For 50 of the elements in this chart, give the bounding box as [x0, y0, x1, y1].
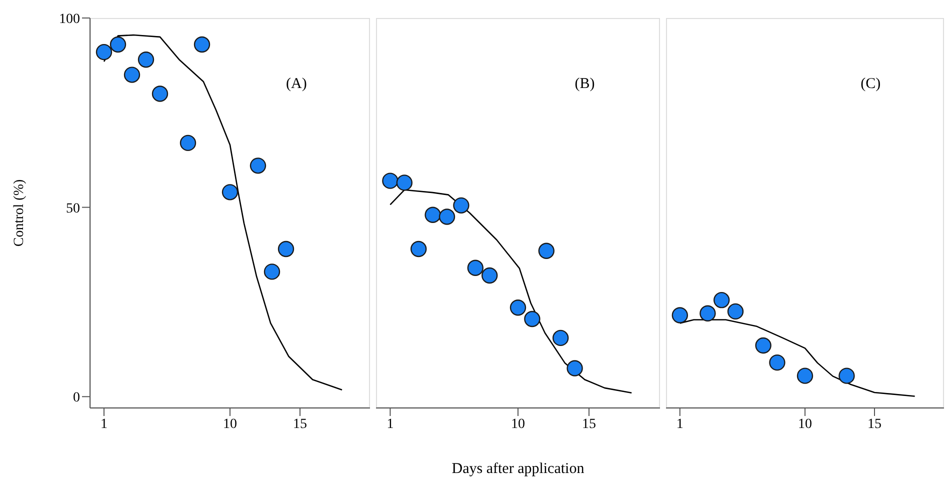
- point: [727, 303, 744, 320]
- y-tick-label: 50: [66, 201, 80, 216]
- point: [482, 267, 498, 284]
- x-tick-label: 15: [582, 416, 596, 432]
- x-tick-label: 10: [223, 416, 237, 432]
- point: [96, 44, 112, 60]
- point: [524, 310, 540, 328]
- annotation: (A): [286, 76, 307, 93]
- y-tick-label: 100: [59, 12, 80, 27]
- point: [180, 134, 196, 152]
- line-series: [103, 34, 343, 390]
- x-tick-label: 1: [676, 416, 684, 432]
- point: [138, 52, 154, 68]
- annotation: (B): [574, 76, 595, 93]
- point: [382, 172, 398, 189]
- point: [552, 330, 569, 346]
- point: [714, 292, 730, 308]
- point: [396, 174, 412, 191]
- point: [769, 354, 786, 371]
- point: [152, 86, 168, 102]
- point: [700, 305, 716, 322]
- point: [538, 242, 554, 259]
- point: [510, 300, 526, 316]
- point: [755, 337, 772, 354]
- x-tick-label: 1: [386, 416, 394, 432]
- point: [566, 360, 583, 376]
- point: [194, 36, 210, 53]
- point: [278, 240, 294, 258]
- point: [424, 206, 441, 223]
- x-tick-label: 15: [293, 416, 307, 432]
- point: [110, 36, 126, 53]
- x-tick-label: 10: [798, 416, 812, 432]
- point: [438, 208, 456, 225]
- point: [796, 368, 814, 384]
- point: [410, 240, 427, 258]
- x-axis-title: Days after application: [452, 461, 585, 477]
- point: [250, 158, 266, 174]
- point: [222, 184, 238, 200]
- point: [453, 197, 470, 214]
- point: [672, 307, 688, 324]
- annotation: (C): [860, 76, 881, 93]
- x-tick-label: 1: [100, 416, 108, 432]
- point: [124, 66, 140, 83]
- y-axis-title: Control (%): [12, 179, 27, 247]
- point: [467, 260, 484, 276]
- y-tick-label: 0: [73, 390, 80, 406]
- x-tick-label: 10: [511, 416, 525, 432]
- x-tick-label: 15: [868, 416, 882, 432]
- point: [264, 264, 280, 280]
- point: [838, 368, 855, 384]
